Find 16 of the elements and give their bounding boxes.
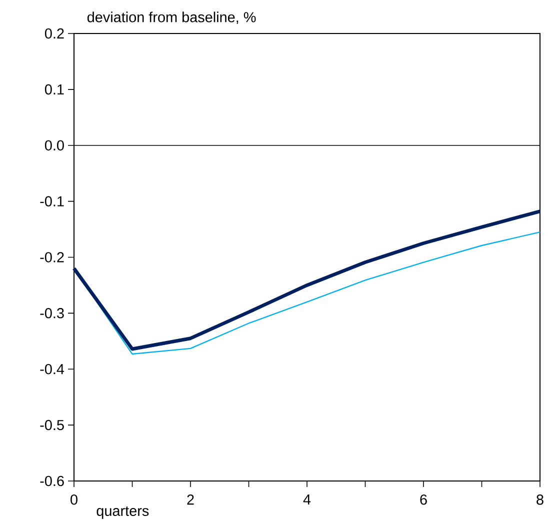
x-tick-label: 2 — [187, 494, 194, 505]
x-tick-label: 6 — [420, 494, 427, 505]
y-tick-label: -0.2 — [40, 252, 64, 262]
x-tick-label: 0 — [70, 494, 78, 505]
y-tick-label: -0.6 — [40, 476, 64, 486]
y-tick-label: 0.1 — [44, 84, 64, 95]
y-tick-label: -0.1 — [40, 196, 64, 206]
y-tick-label: -0.3 — [40, 308, 64, 318]
x-tick-label: 4 — [303, 494, 311, 504]
y-tick-label: 0.2 — [44, 28, 64, 39]
y-tick-label: -0.4 — [40, 364, 64, 374]
y-tick-label: 0.0 — [44, 140, 64, 150]
chart-title: deviation from baseline, % — [87, 12, 256, 24]
x-axis-title: quarters — [96, 506, 149, 519]
x-tick-label: 8 — [536, 494, 544, 505]
y-tick-label: -0.5 — [40, 420, 64, 430]
